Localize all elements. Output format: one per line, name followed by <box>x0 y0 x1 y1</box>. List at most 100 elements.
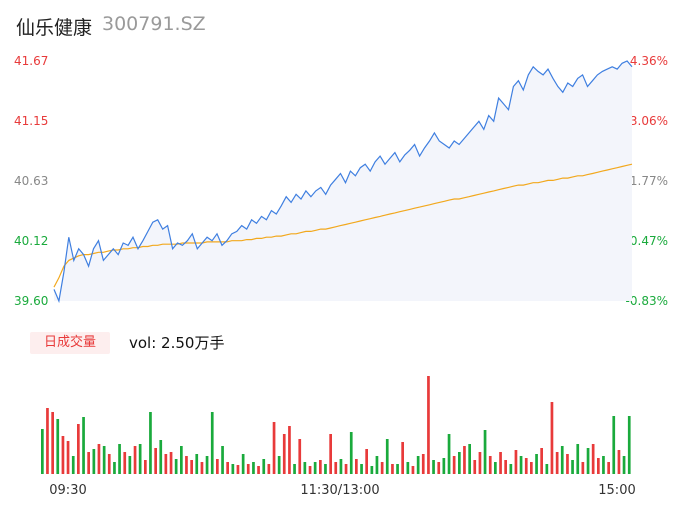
volume-bar <box>87 452 90 474</box>
volume-bar <box>499 452 502 474</box>
volume-bar <box>257 466 260 474</box>
x-axis-time: 09:30 11:30/13:00 15:00 <box>49 483 635 498</box>
volume-bar <box>463 446 466 474</box>
volume-bar <box>128 456 132 474</box>
volume-bar <box>205 456 209 474</box>
volume-bar <box>164 454 168 474</box>
volume-bar <box>339 459 343 474</box>
volume-bar <box>159 440 163 474</box>
y-right-tick-label: 1.77% <box>630 174 668 188</box>
volume-bar <box>607 462 610 474</box>
volume-bar <box>92 449 96 474</box>
volume-bar <box>46 408 49 474</box>
volume-bar <box>282 434 286 474</box>
volume-bar <box>514 450 518 474</box>
volume-bar <box>51 412 54 474</box>
stock-name: 仙乐健康 <box>16 17 93 39</box>
volume-bar <box>427 376 430 474</box>
y-left-tick-label: 40.63 <box>14 174 48 188</box>
volume-bar <box>324 464 327 474</box>
volume-bar <box>545 464 549 474</box>
volume-bar <box>401 442 404 474</box>
volume-bar <box>71 456 75 474</box>
volume-bar <box>494 462 497 474</box>
volume-bar <box>488 456 492 474</box>
volume-bar <box>308 466 312 474</box>
volume-bar <box>246 464 250 474</box>
price-area-fill <box>54 61 632 301</box>
volume-bar <box>236 465 240 474</box>
volume-bar <box>144 460 147 474</box>
volume-bar <box>360 464 363 474</box>
volume-bar <box>288 426 291 474</box>
volume-bar <box>540 448 543 474</box>
volume-bar <box>385 439 389 474</box>
y-right-tick-label: -0.83% <box>626 294 668 308</box>
volume-bar <box>56 419 60 474</box>
volume-bar <box>432 460 435 474</box>
volume-bar <box>581 462 585 474</box>
volume-bar <box>447 434 451 474</box>
volume-bar <box>252 462 255 474</box>
volume-bar <box>97 444 101 474</box>
x-tick-label: 09:30 <box>49 483 86 498</box>
volume-bar <box>530 462 533 474</box>
volume-bar <box>123 452 127 474</box>
volume-bar <box>277 456 281 474</box>
y-axis-right-percent: 4.36% 3.06% 1.77% 0.47% -0.83% <box>626 54 668 308</box>
volume-bar <box>313 462 317 474</box>
volume-bar <box>483 430 487 474</box>
volume-readout: vol: 2.50万手 <box>129 334 225 352</box>
y-left-tick-label: 39.60 <box>14 294 48 308</box>
price-line <box>53 60 633 304</box>
volume-bar <box>627 416 631 474</box>
volume-bar <box>329 434 332 474</box>
x-tick-label: 11:30/13:00 <box>300 483 379 498</box>
volume-bar <box>437 462 441 474</box>
volume-bar <box>566 454 569 474</box>
volume-bar <box>612 416 616 474</box>
price-area-layer <box>54 61 632 301</box>
volume-bar <box>375 456 379 474</box>
volume-bar <box>113 462 116 474</box>
volume-bar <box>421 454 425 474</box>
y-right-tick-label: 4.36% <box>630 54 668 68</box>
volume-bar <box>509 464 513 474</box>
volume-bar <box>622 456 626 474</box>
volume-bar <box>555 452 559 474</box>
volume-bar <box>535 454 538 474</box>
volume-bar <box>576 444 580 474</box>
x-tick-label: 15:00 <box>598 483 635 498</box>
y-right-tick-label: 3.06% <box>630 114 668 128</box>
volume-bar <box>597 458 600 474</box>
volume-bar <box>334 462 338 474</box>
volume-bar <box>190 460 193 474</box>
volume-bar <box>241 454 245 474</box>
average-price-line <box>53 163 633 288</box>
volume-bar <box>473 460 477 474</box>
volume-bar <box>102 446 106 474</box>
volume-bar <box>267 464 271 474</box>
volume-bar <box>591 444 595 474</box>
volume-bar <box>169 452 173 474</box>
volume-bar <box>66 441 70 474</box>
volume-bar <box>41 429 44 474</box>
y-right-tick-label: 0.47% <box>630 234 668 248</box>
volume-bar <box>365 449 368 474</box>
volume-bar <box>210 412 214 474</box>
volume-bar <box>396 464 399 474</box>
volume-bar <box>107 454 111 474</box>
volume-bar <box>272 422 276 474</box>
volume-bar <box>180 446 183 474</box>
volume-bar <box>226 462 229 474</box>
volume-bar <box>200 462 204 474</box>
volume-bar <box>195 454 199 474</box>
volume-bar <box>61 436 65 474</box>
volume-bar <box>298 439 302 474</box>
y-axis-left-price: 41.67 41.15 40.63 40.12 39.60 <box>14 54 48 308</box>
daily-volume-badge: 日成交量 <box>30 332 110 354</box>
volume-bar <box>185 456 188 474</box>
volume-bar <box>154 448 157 474</box>
volume-bar <box>138 444 142 474</box>
